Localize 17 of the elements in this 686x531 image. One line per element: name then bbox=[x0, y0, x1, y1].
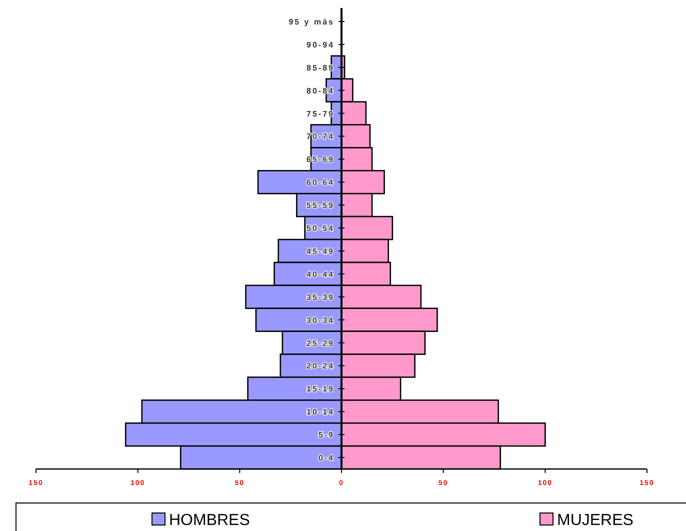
y-tick-label: 20-24 bbox=[306, 362, 334, 371]
y-tick-label: 55-59 bbox=[306, 201, 334, 210]
y-tick-label: 30-34 bbox=[306, 316, 334, 325]
y-tick-label: 95 y más bbox=[288, 17, 334, 26]
y-tick-label: 60-64 bbox=[306, 178, 334, 188]
y-tick-label: 15-19 bbox=[306, 384, 334, 394]
y-tick-label: 45-49 bbox=[306, 246, 334, 256]
y-tick-label: 5-9 bbox=[318, 430, 334, 440]
y-tick-label: 10-14 bbox=[306, 408, 334, 417]
y-tick-label: 40-44 bbox=[306, 270, 334, 279]
y-tick-label: 50-54 bbox=[306, 224, 334, 234]
y-tick-label: 35-39 bbox=[306, 292, 334, 302]
y-tick-label: 25-29 bbox=[306, 338, 334, 348]
legend-label: HOMBRES bbox=[169, 512, 250, 529]
y-tick-label: 90-94 bbox=[306, 40, 334, 50]
legend-label: MUJERES bbox=[557, 512, 634, 529]
y-tick-label: 0-4 bbox=[318, 454, 334, 463]
